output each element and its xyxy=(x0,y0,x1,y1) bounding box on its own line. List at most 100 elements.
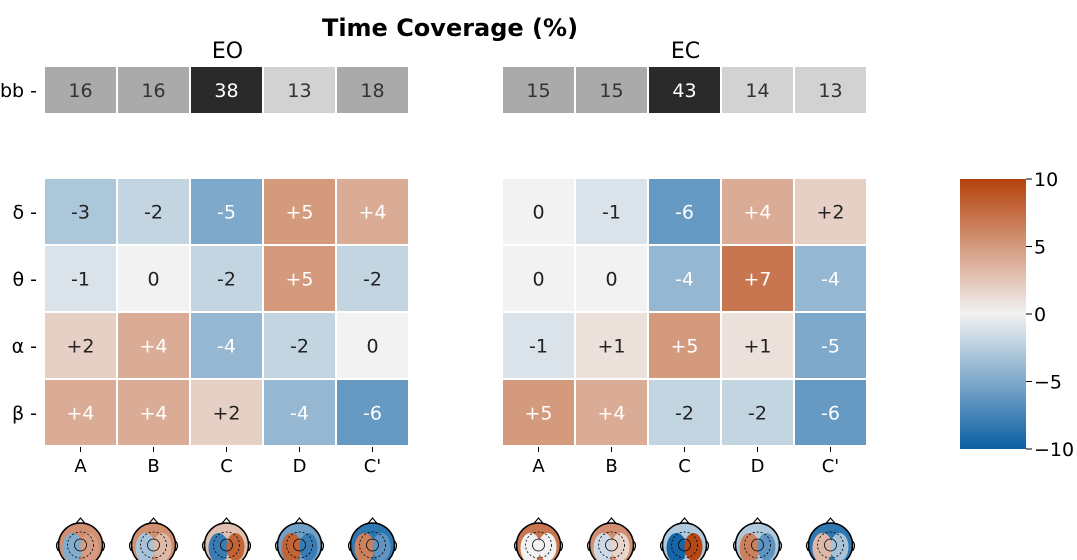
panel-ec-topomap xyxy=(732,517,783,560)
panel-eo-topomap xyxy=(128,517,179,560)
panel-ec-cell-label: +5 xyxy=(670,336,698,358)
panel-eo-heatmap-cell xyxy=(264,380,335,445)
topomap-ear xyxy=(632,540,637,552)
topomap-region xyxy=(226,533,245,560)
colorbar xyxy=(960,179,1026,449)
panel-ec-cell-label: -4 xyxy=(821,269,840,291)
panel-eo-heatmap-cell xyxy=(118,246,189,311)
topomap-nose xyxy=(533,517,544,525)
panel-eo-topomap xyxy=(274,517,325,560)
panel-eo-heatmap-cell xyxy=(45,313,116,378)
topomap-contour xyxy=(525,531,552,559)
panel-ec-heatmap-cell xyxy=(722,313,793,378)
panel-ec-cell-label: +5 xyxy=(524,403,552,425)
panel-ec-topomap xyxy=(659,517,710,560)
topomap-region xyxy=(372,533,391,560)
colorbar-tick-label: −5 xyxy=(1034,372,1062,394)
panel-ec-cell-label: +2 xyxy=(816,202,844,224)
panel-eo-cell-label: -5 xyxy=(217,202,236,224)
topomap-region xyxy=(830,533,849,560)
panel-eo-cell-label: -2 xyxy=(217,269,236,291)
panel-eo-x-tick-label: C' xyxy=(364,456,382,477)
panel-ec-bb-label: 14 xyxy=(745,80,769,102)
panel-eo-bb-label: 13 xyxy=(287,80,311,102)
panel-ec-topomap xyxy=(513,517,564,560)
topomap-region xyxy=(80,533,99,560)
panel-ec-x-tick-label: C' xyxy=(822,456,840,477)
topomap-nose xyxy=(679,517,690,525)
panel-ec-cell-label: 0 xyxy=(532,202,544,224)
topomap-ear xyxy=(559,540,564,552)
panel-eo-cell-label: -2 xyxy=(290,336,309,358)
panel-eo-topomap xyxy=(201,517,252,560)
panel-ec-x-tick-label: A xyxy=(532,456,545,477)
panel-eo-cell-label: +5 xyxy=(285,269,313,291)
panel-ec-x-tick-label: B xyxy=(605,456,617,477)
panel-eo-cell-label: +2 xyxy=(66,336,94,358)
topomap-nose xyxy=(606,517,617,525)
panel-eo-topomap xyxy=(347,517,398,560)
topomap-ear xyxy=(805,540,810,552)
panel-ec-heatmap-cell xyxy=(503,313,574,378)
colorbar-tick-label: −10 xyxy=(1034,439,1074,461)
topomap-ear xyxy=(705,540,710,552)
panel-eo-bb-cell xyxy=(191,67,262,113)
panel-ec-title: EC xyxy=(671,39,700,64)
panel-eo-bb-label: 16 xyxy=(141,80,165,102)
topomap-ear xyxy=(274,540,279,552)
panel-ec-heatmap-cell xyxy=(722,179,793,244)
panel-ec-heatmap-cell xyxy=(795,246,866,311)
panel-eo-heatmap-cell xyxy=(118,313,189,378)
chart-title: Time Coverage (%) xyxy=(321,14,579,42)
panel-eo-cell-label: +2 xyxy=(212,403,240,425)
topomap-nose xyxy=(75,517,86,525)
colorbar-tick-label: 10 xyxy=(1034,169,1058,191)
topomap-ear xyxy=(851,540,856,552)
topomap-region xyxy=(153,533,172,560)
topomap-contour xyxy=(671,531,698,559)
topomap-ear xyxy=(732,540,737,552)
topomap-contour xyxy=(532,538,545,552)
topomap-region xyxy=(684,533,703,560)
panel-eo-bb-cell xyxy=(337,67,408,113)
panel-ec-heatmap-cell xyxy=(503,380,574,445)
topomap-contour xyxy=(220,538,233,552)
panel-ec-cell-label: +1 xyxy=(743,336,771,358)
panel-eo-x-tick-label: C xyxy=(220,456,233,477)
panel-eo-heatmap-cell xyxy=(264,246,335,311)
panel-eo-cell-label: 0 xyxy=(147,269,159,291)
panel-ec-heatmap-cell xyxy=(649,313,720,378)
panel-ec-cell-label: +4 xyxy=(743,202,771,224)
panel-ec-heatmap-cell xyxy=(649,246,720,311)
panel-eo-bb-cell xyxy=(118,67,189,113)
panel-eo-heatmap-cell xyxy=(45,179,116,244)
panel-ec-cell-label: 0 xyxy=(532,269,544,291)
panel-eo-heatmap-cell xyxy=(191,246,262,311)
panel-eo-topomap xyxy=(55,517,106,560)
panel-ec-heatmap-cell xyxy=(722,246,793,311)
panel-ec-heatmap-cell xyxy=(722,380,793,445)
panel-ec-heatmap-cell xyxy=(503,179,574,244)
panel-ec-topomap xyxy=(805,517,856,560)
colorbar-tick-label: 5 xyxy=(1034,237,1046,259)
topomap-contour xyxy=(359,531,386,559)
panel-eo-cell-label: +4 xyxy=(358,202,386,224)
panel-ec-cell-label: -2 xyxy=(675,403,694,425)
panel-ec-cell-label: +4 xyxy=(597,403,625,425)
topomap-ear xyxy=(247,540,252,552)
panel-eo-cell-label: +4 xyxy=(66,403,94,425)
panel-ec-cell-label: -1 xyxy=(602,202,621,224)
panel-ec-cell-label: +7 xyxy=(743,269,771,291)
panel-eo-heatmap-cell xyxy=(45,380,116,445)
panel-eo-row-label-bb: bb - xyxy=(0,80,37,102)
panel-eo-cell-label: -2 xyxy=(144,202,163,224)
topomap-contour xyxy=(213,531,240,559)
topomap-nose xyxy=(752,517,763,525)
topomap-ear xyxy=(55,540,60,552)
panel-ec-heatmap-cell xyxy=(576,380,647,445)
topomap-region xyxy=(299,533,318,560)
topomap-contour xyxy=(598,531,625,559)
panel-ec-bb-cell xyxy=(503,67,574,113)
panel-ec-bb-label: 13 xyxy=(818,80,842,102)
